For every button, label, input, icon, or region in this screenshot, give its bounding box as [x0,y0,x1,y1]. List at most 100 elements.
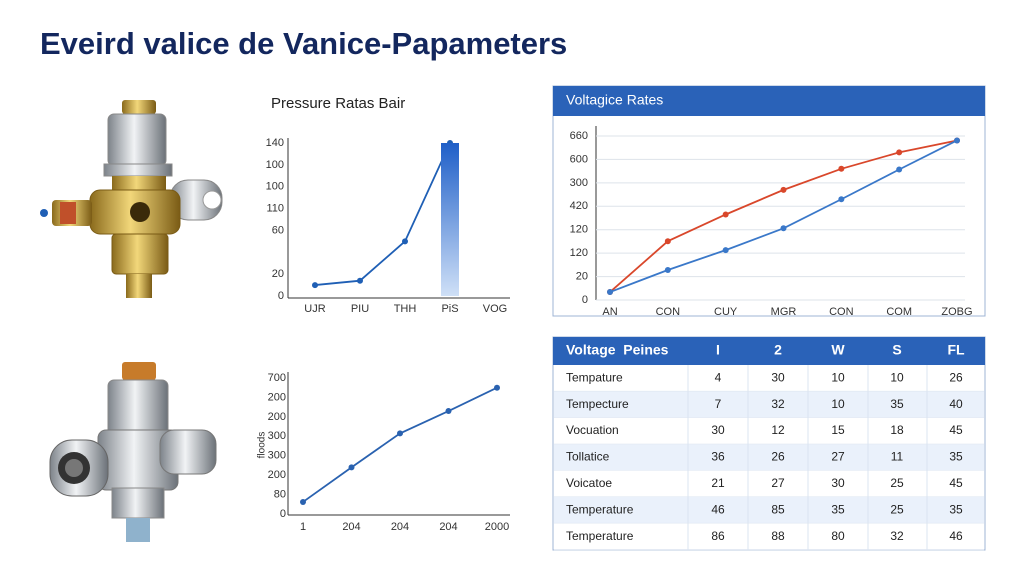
bar [441,143,459,296]
x-tick-label: PiS [441,303,458,315]
table-cell: 30 [771,370,785,384]
x-tick-label: THH [394,303,417,315]
y-tick-label: 0 [280,508,286,520]
data-point [348,464,355,471]
table-cell: 25 [890,502,904,516]
table-cell: 32 [890,529,904,543]
data-line [314,142,451,286]
x-tick-label: 204 [342,521,360,533]
table-cell: 35 [890,397,904,411]
y-tick-label: 120 [570,247,588,259]
y-tick-label: 200 [268,411,286,423]
table-cell: 30 [831,476,845,490]
table-header-cell: FL [947,342,965,358]
y-tick-label: 300 [268,430,286,442]
data-point [780,225,787,232]
table-cell: 85 [771,502,785,516]
y-tick-label: 20 [272,268,284,280]
table-cell: 26 [771,450,785,464]
table-cell: 45 [949,423,963,437]
table-header-cell: W [831,342,845,358]
table-cell: 26 [949,370,963,384]
data-line [302,386,498,503]
table: Voltage Peines I 2 W S FL Tempature 4 30 10 10 26 Te… [553,337,985,551]
y-tick-label: 200 [268,469,286,481]
data-point [838,165,845,172]
table-row-bg [554,470,984,497]
x-tick-label: ZOBG [941,306,972,318]
data-point [896,149,903,156]
table-cell: 10 [831,397,845,411]
table-cell: 35 [949,450,963,464]
table-cell: Tollatice [566,450,610,464]
data-point [896,166,903,173]
data-point [722,211,729,218]
x-tick-label: 1 [300,521,306,533]
table-cell: Tempature [566,370,623,384]
table-cell: Tempecture [566,397,629,411]
table-row-bg [554,391,984,418]
data-point [402,238,408,245]
table-cell: 86 [711,529,725,543]
data-point [312,282,318,289]
table-cell: 10 [890,370,904,384]
y-tick-label: 420 [570,200,588,212]
x-tick-label: 204 [439,521,457,533]
table-row-bg [554,365,984,392]
x-tick-label: 204 [391,521,409,533]
x-tick-label: MGR [771,306,797,318]
table-row-bg [554,523,984,550]
table-row-bg [554,497,984,524]
chart-title: Voltagice Rates [566,92,663,108]
y-tick-label: 200 [268,391,286,403]
table-cell: 15 [831,423,845,437]
y-tick-label: 660 [570,130,588,142]
table-header-cell: I [716,342,720,358]
y-tick-label: 300 [570,177,588,189]
table-header-cell: Voltage Peines [566,342,669,358]
y-tick-label: 700 [268,372,286,384]
data-point [494,384,500,391]
table-cell: Vocuation [566,423,619,437]
table-cell: 27 [771,476,785,490]
table-row-bg [554,444,984,471]
y-tick-label: 110 [266,202,284,214]
table-cell: 32 [771,397,785,411]
chart-panel [552,85,986,317]
y-tick-label: 120 [570,224,588,236]
valve-illustration [40,100,223,298]
data-point [664,267,671,274]
y-tick-label: 300 [268,450,286,462]
y-tick-label: 140 [266,137,284,149]
data-point [664,238,671,245]
y-tick-label: 80 [274,488,286,500]
table-cell: 10 [831,370,845,384]
y-tick-label: 20 [576,270,588,282]
table-header-cell: 2 [774,342,782,358]
y-axis-title: floods [257,432,268,459]
table-header-bg [553,337,985,365]
table-cell: 21 [711,476,725,490]
data-point [607,289,613,296]
chart-title: Pressure Ratas Bair [271,95,405,112]
y-tick-label: 600 [570,153,588,165]
table-cell: 35 [949,502,963,516]
table-cell: 35 [831,502,845,516]
x-tick-label: CON [656,306,681,318]
table-header-cell: S [892,342,901,358]
table-cell: 45 [949,476,963,490]
table-cell: 12 [771,423,785,437]
x-tick-label: 2000 [485,521,509,533]
table-row-bg [554,417,984,445]
table-cell: 36 [711,450,725,464]
data-point [954,137,960,144]
data-point [357,277,363,284]
data-point [838,196,845,203]
data-point [780,186,787,193]
y-tick-label: 0 [278,290,284,302]
table-cell: 30 [711,423,725,437]
page-title: Eveird valice de Vanice-Papameters [40,26,567,61]
y-tick-label: 100 [266,159,284,171]
